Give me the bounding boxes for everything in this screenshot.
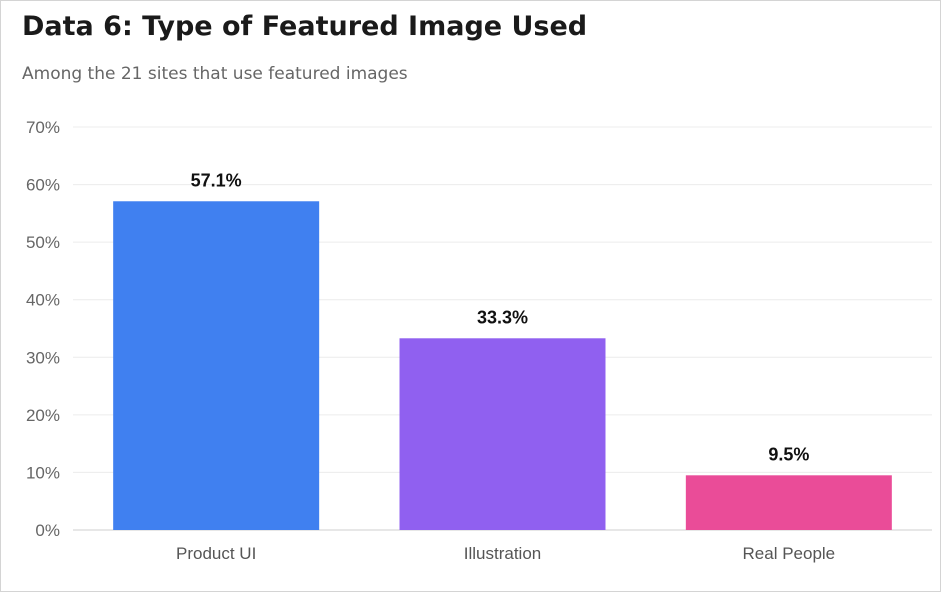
bars — [113, 201, 892, 530]
bar-illustration — [399, 338, 606, 530]
y-tick-label: 10% — [26, 463, 60, 482]
x-axis-labels: Product UI Illustration Real People — [176, 544, 835, 563]
x-category-label: Real People — [743, 544, 836, 563]
y-tick-label: 60% — [26, 176, 60, 195]
bar-value-label: 57.1% — [191, 170, 242, 190]
y-tick-label: 70% — [26, 118, 60, 137]
y-tick-label: 30% — [26, 348, 60, 367]
y-tick-label: 0% — [35, 521, 60, 540]
x-category-label: Product UI — [176, 544, 256, 563]
y-tick-label: 50% — [26, 233, 60, 252]
chart-subtitle: Among the 21 sites that use featured ima… — [22, 64, 408, 84]
bar-real-people — [685, 475, 892, 530]
bar-product-ui — [113, 201, 320, 530]
y-axis-ticks: 0% 10% 20% 30% 40% 50% 60% 70% — [26, 118, 60, 540]
x-category-label: Illustration — [464, 544, 541, 563]
bar-value-label: 33.3% — [477, 307, 528, 327]
y-tick-label: 20% — [26, 406, 60, 425]
bar-value-label: 9.5% — [768, 444, 809, 464]
chart-title: Data 6: Type of Featured Image Used — [22, 11, 588, 42]
data-labels: 57.1% 33.3% 9.5% — [191, 170, 810, 464]
y-tick-label: 40% — [26, 291, 60, 310]
